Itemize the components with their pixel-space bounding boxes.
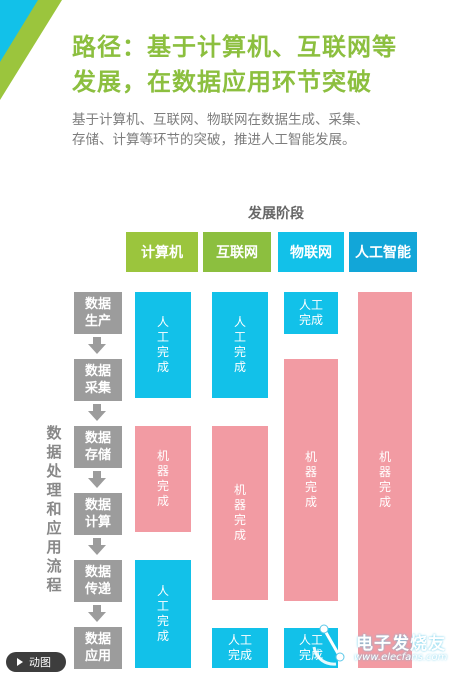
process-title-char: 据 [46,443,62,461]
arrow-down-icon [88,538,106,555]
process-title: 数 据 处 理 和 应 用 流 程 [43,424,65,595]
step-line: 采集 [84,381,111,396]
internet-human-block-2: 人工 完成 [212,628,268,668]
process-title-char: 应 [46,519,62,537]
block-label: 完成 [227,648,252,662]
step-line: 数据 [84,565,111,580]
iot-human-block: 人工 完成 [284,292,338,334]
step-line: 存储 [84,448,111,463]
arrow-down-icon [88,605,106,622]
page-title: 路径：基于计算机、互联网等 发展，在数据应用环节突破 [72,30,444,100]
watermark: 电子发烧友 www.elecfans.com [306,617,452,673]
internet-human-block: 人工完成 [212,292,268,398]
block-label: 机器完成 [233,483,246,542]
watermark-url: www.elecfans.com [354,652,448,663]
process-title-char: 程 [46,576,62,594]
process-title-char: 数 [46,424,62,442]
internet-machine-block: 机器完成 [212,426,268,600]
step-line: 数据 [84,431,111,446]
subtitle-line-1: 基于计算机、互联网、物联网在数据生成、采集、 [72,112,369,128]
title-line-2: 发展，在数据应用环节突破 [72,68,372,96]
arrow-down-icon [88,337,106,354]
page-subtitle: 基于计算机、互联网、物联网在数据生成、采集、 存储、计算等环节的突破，推进人工智… [72,110,444,150]
step-data-application: 数据 应用 [74,627,122,669]
corner-decoration [0,0,62,100]
block-label: 完成 [298,648,323,662]
ai-machine-block: 机器完成 [358,292,412,668]
computer-human-block-2: 人工完成 [135,560,191,668]
process-title-char: 流 [46,557,62,575]
block-label: 人工 [298,298,323,312]
computer-human-block-1: 人工完成 [135,292,191,398]
arrow-down-icon [88,471,106,488]
block-label: 完成 [298,313,323,327]
step-line: 生产 [84,314,111,329]
stage-title: 发展阶段 [248,206,304,222]
block-label: 人工 [227,633,252,647]
process-title-char: 处 [46,462,62,480]
block-label: 机器完成 [378,450,391,509]
animated-gif-badge[interactable]: 动图 [6,652,66,672]
block-label: 机器完成 [304,450,317,509]
process-title-char: 用 [46,538,62,556]
block-label: 人工完成 [233,315,246,374]
step-line: 数据 [84,364,111,379]
process-title-char: 理 [46,481,62,499]
computer-machine-block: 机器完成 [135,426,191,532]
title-line-1: 路径：基于计算机、互联网等 [72,33,397,61]
step-data-production: 数据 生产 [74,292,122,334]
process-title-char: 和 [46,500,62,518]
subtitle-line-2: 存储、计算等环节的突破，推进人工智能发展。 [72,132,356,148]
iot-human-block-2: 人工 完成 [284,628,338,668]
stage-header-ai: 人工智能 [349,232,417,272]
iot-machine-block: 机器完成 [284,359,338,601]
step-line: 应用 [84,649,111,664]
step-data-computing: 数据 计算 [74,493,122,535]
block-label: 人工 [298,633,323,647]
badge-label: 动图 [29,656,51,669]
step-line: 计算 [84,515,111,530]
elecfans-logo-icon [312,621,352,666]
arrow-down-icon [88,404,106,421]
block-label: 人工完成 [156,315,169,374]
step-line: 传递 [84,582,111,597]
play-icon [17,658,23,666]
stage-header-internet: 互联网 [203,232,271,272]
block-label: 机器完成 [156,449,169,508]
stage-header-computer: 计算机 [126,232,198,272]
step-data-transfer: 数据 传递 [74,560,122,602]
watermark-name: 电子发烧友 [356,634,446,654]
stage-header-iot: 物联网 [278,232,344,272]
block-label: 人工完成 [156,584,169,643]
step-line: 数据 [84,498,111,513]
step-data-collection: 数据 采集 [74,359,122,401]
step-line: 数据 [84,632,111,647]
step-data-storage: 数据 存储 [74,426,122,468]
step-line: 数据 [84,297,111,312]
